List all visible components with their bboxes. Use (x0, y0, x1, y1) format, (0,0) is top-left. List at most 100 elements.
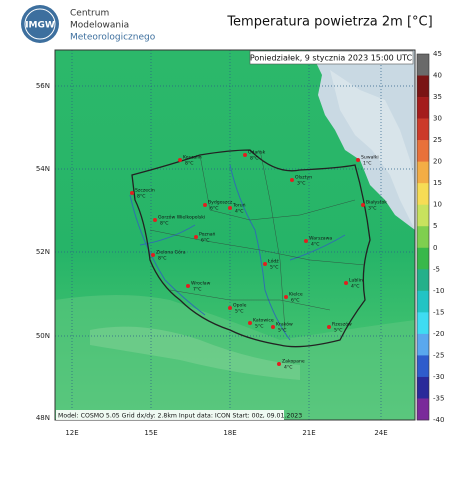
lon-label: 15E (144, 429, 157, 437)
city-name: Katowice (253, 318, 274, 324)
city-temp: 6°C (291, 298, 299, 304)
city-name: Koszalin (183, 155, 202, 161)
city-name: Białystok (366, 200, 387, 206)
colorbar-label: 30 (433, 115, 442, 123)
city-dot (284, 295, 288, 299)
city-name: Lublin (349, 278, 363, 284)
colorbar-label: -10 (433, 287, 444, 295)
city-dot (228, 306, 232, 310)
colorbar-label: -40 (433, 416, 444, 424)
city-dot (361, 203, 365, 207)
city-temp: 6°C (201, 238, 209, 244)
city-temp: 8°C (250, 156, 258, 162)
city-dot (271, 325, 275, 329)
colorbar-label: -15 (433, 308, 444, 316)
colorbar-segment (417, 269, 429, 292)
lon-label: 21E (302, 429, 315, 437)
city-temp: 4°C (351, 284, 359, 290)
city-temp: 1°C (363, 161, 371, 167)
city-name: Rzeszów (332, 321, 352, 328)
city-name: Łódź (267, 258, 279, 265)
city-temp: 3°C (297, 181, 305, 187)
city-dot (263, 262, 267, 266)
colorbar-segment (417, 398, 429, 421)
city-dot (304, 239, 308, 243)
city-dot (243, 153, 247, 157)
logo-abbr: IMGW (25, 21, 55, 31)
city-temp: 6°C (210, 206, 218, 212)
footer-box (56, 410, 284, 420)
colorbar-segment (417, 226, 429, 249)
title: Temperatura powietrza 2m [°C] (226, 15, 432, 30)
lat-label: 56N (36, 82, 50, 90)
city-name: Kraków (276, 321, 293, 328)
colorbar-segment (417, 54, 429, 76)
city-dot (290, 178, 294, 182)
lon-label: 24E (374, 429, 387, 437)
logo-line: Centrum (70, 9, 109, 19)
city-name: Opole (233, 303, 247, 309)
colorbar-segment (417, 97, 429, 119)
city-dot (178, 158, 182, 162)
colorbar-segment (417, 118, 429, 141)
city-name: Suwałki (361, 155, 379, 161)
city-name: Gdańsk (248, 149, 266, 156)
colorbar-segment (417, 355, 429, 378)
city-name: Kielce (289, 292, 303, 298)
city-dot (327, 325, 331, 329)
city-temp: 8°C (158, 256, 166, 262)
city-name: Zakopane (282, 359, 305, 365)
logo-line: Modelowania (70, 21, 129, 31)
logo-line: Meteorologicznego (70, 33, 156, 43)
lat-label: 48N (36, 414, 50, 422)
city-temp: 8°C (160, 221, 168, 227)
city-temp: 4°C (235, 209, 243, 215)
city-name: Olsztyn (295, 175, 312, 181)
colorbar-segment (417, 75, 429, 98)
city-name: Szczecin (135, 188, 155, 194)
colorbar-label: 10 (433, 201, 442, 209)
colorbar-segment (417, 183, 429, 206)
lon-label: 18E (223, 429, 236, 437)
datetime-box (249, 50, 414, 65)
colorbar-label: 45 (433, 50, 442, 58)
colorbar-label: 5 (433, 222, 437, 230)
colorbar-segment (417, 376, 429, 399)
colorbar-segment (417, 312, 429, 335)
colorbar-segment (417, 290, 429, 313)
city-dot (248, 321, 252, 325)
colorbar-frame (416, 53, 430, 421)
city-temp: 5°C (270, 265, 278, 271)
datetime: Poniedziałek, 9 stycznia 2023 15:00 UTC (250, 54, 413, 63)
city-temp: 5°C (334, 328, 342, 334)
colorbar-label: 0 (433, 244, 437, 252)
city-name: Warszawa (309, 236, 332, 242)
city-temp: 5°C (235, 309, 243, 315)
colorbar-segment (417, 140, 429, 162)
colorbar-label: -35 (433, 394, 444, 402)
lat-label: 50N (36, 332, 50, 340)
city-name: Wrocław (191, 281, 211, 287)
footer: Model: COSMO 5.05 Grid dx/dy: 2.8km Inpu… (58, 413, 302, 420)
city-dot (153, 218, 157, 222)
colorbar-label: -20 (433, 330, 444, 338)
city-dot (356, 158, 360, 162)
city-temp: 8°C (185, 161, 193, 167)
city-temp: 5°C (278, 328, 286, 334)
city-temp: 5°C (255, 324, 263, 330)
city-dot (130, 191, 134, 195)
city-dot (203, 203, 207, 207)
city-name: Gorzów Wielkopolski (158, 214, 205, 221)
city-dot (344, 281, 348, 285)
colorbar-label: -30 (433, 373, 444, 381)
colorbar-segment (417, 161, 429, 184)
city-temp: 7°C (193, 287, 201, 293)
city-name: Zielona Góra (156, 249, 186, 256)
colorbar-label: 35 (433, 93, 442, 101)
city-dot (228, 206, 232, 210)
axes: 56N 54N 52N 50N 48N 12E 15E 18E 21E 24E (36, 82, 388, 437)
city-dot (151, 253, 155, 257)
city-name: Bydgoszcz (208, 200, 233, 206)
city-temp: 3°C (368, 206, 376, 212)
